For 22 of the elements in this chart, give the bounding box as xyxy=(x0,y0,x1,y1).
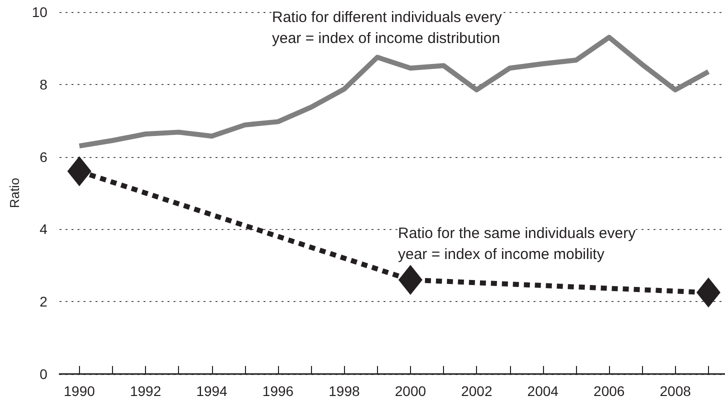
y-tick-label: 2 xyxy=(40,294,48,310)
x-tick-label: 2008 xyxy=(660,383,692,399)
x-tick-label: 1998 xyxy=(328,383,360,399)
x-tick-label: 1990 xyxy=(64,383,96,399)
x-tick-label: 1992 xyxy=(130,383,162,399)
y-tick-label: 8 xyxy=(40,76,48,92)
point xyxy=(398,264,422,295)
y-tick-label: 10 xyxy=(32,4,48,20)
annotation: Ratio for different individuals every year = index of income distribution xyxy=(272,9,502,47)
x-tick-label: 2006 xyxy=(594,383,625,399)
annotation: Ratio for the same individuals every year = index of income mobility xyxy=(398,225,636,263)
x-tick-label: 2000 xyxy=(394,383,426,399)
x-tick-label: 2002 xyxy=(461,383,492,399)
point xyxy=(696,278,720,308)
y-tick-label: 6 xyxy=(40,148,48,165)
x-tick-label: 1996 xyxy=(262,383,294,399)
y-tick-label: 0 xyxy=(40,366,48,382)
point xyxy=(67,156,92,186)
y-tick-label: 4 xyxy=(40,221,48,238)
x-tick-label: 1994 xyxy=(196,383,228,399)
x-tick-label: 2004 xyxy=(527,383,559,399)
y-axis-title: Ratio xyxy=(7,178,22,208)
